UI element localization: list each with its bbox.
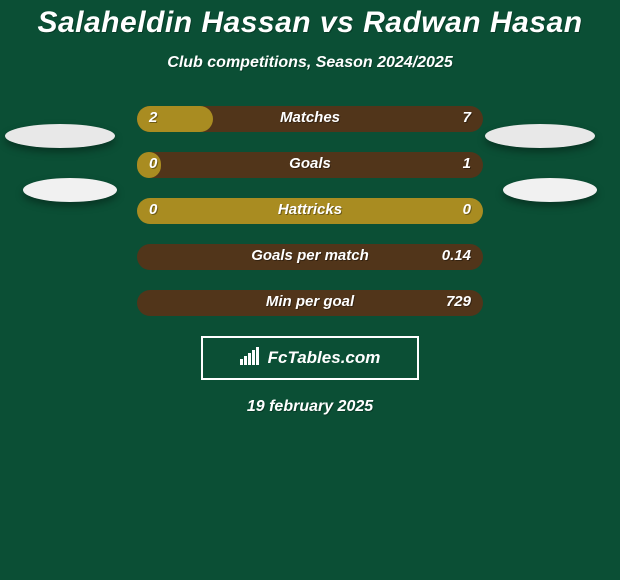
stat-bar-track: Min per goal729 [137, 290, 483, 316]
stat-row: Goals per match0.14 [0, 244, 620, 270]
stat-bar-track: Hattricks00 [137, 198, 483, 224]
stat-bar-track: Goals per match0.14 [137, 244, 483, 270]
club-badge-placeholder [503, 178, 597, 202]
subtitle: Club competitions, Season 2024/2025 [0, 54, 620, 72]
stat-bar-right [137, 244, 483, 270]
stat-row: Min per goal729 [0, 290, 620, 316]
page-title: Salaheldin Hassan vs Radwan Hasan [0, 0, 620, 40]
stat-bar-left [137, 106, 213, 132]
date-label: 19 february 2025 [0, 398, 620, 416]
club-badge-placeholder [23, 178, 117, 202]
stat-bar-track: Goals01 [137, 152, 483, 178]
comparison-card: Salaheldin Hassan vs Radwan Hasan Club c… [0, 0, 620, 580]
club-badge-placeholder [485, 124, 595, 148]
stat-row: Hattricks00 [0, 198, 620, 224]
stat-bar-left [137, 198, 483, 224]
stat-bar-right [137, 152, 483, 178]
bars-icon [240, 347, 262, 370]
stat-bar-track: Matches27 [137, 106, 483, 132]
stat-bar-left [137, 152, 161, 178]
stat-row: Goals01 [0, 152, 620, 178]
club-badge-placeholder [5, 124, 115, 148]
stat-bar-right [137, 290, 483, 316]
brand-text: FcTables.com [268, 348, 381, 368]
brand-badge[interactable]: FcTables.com [201, 336, 419, 380]
